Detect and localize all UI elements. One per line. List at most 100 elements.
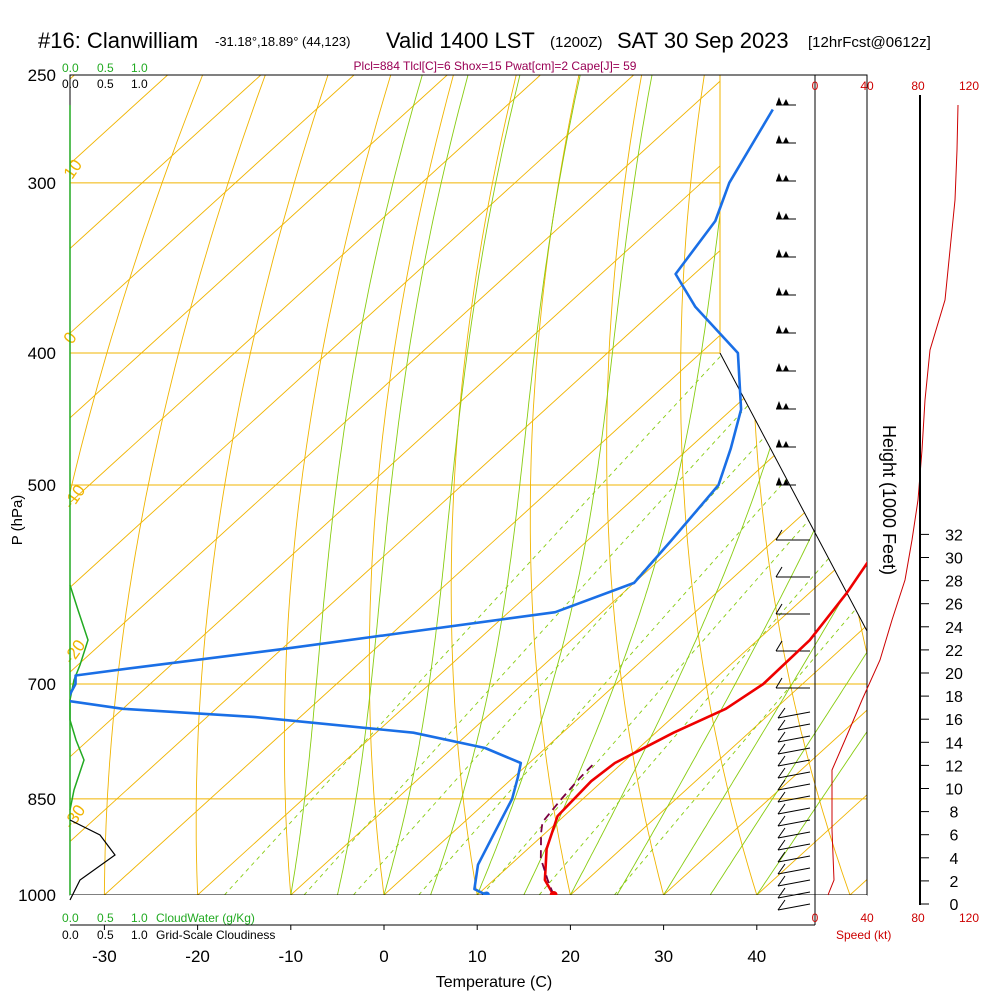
wind-barb-tick: [775, 566, 783, 578]
wind-barb: [777, 899, 811, 911]
wind-barb: [777, 875, 811, 887]
isotherm-line: [70, 75, 448, 419]
height-tick-label: 18: [945, 689, 963, 706]
wind-barb-flag: [783, 137, 789, 143]
mixing-ratio-line: [353, 352, 841, 895]
height-tick-label: 20: [945, 666, 963, 683]
wind-barb-flag: [776, 477, 782, 485]
wind-barb-tick: [777, 803, 786, 815]
wind-barb-flag: [776, 249, 782, 257]
wind-barb-tick: [775, 677, 783, 689]
wind-barb: [777, 779, 811, 791]
wind-barb-flag: [783, 365, 789, 371]
moist-adiabat: [616, 413, 867, 895]
speed-tick-bottom: 80: [911, 911, 925, 925]
wind-barb: [777, 851, 811, 863]
utc-time: (1200Z): [550, 34, 603, 51]
wind-barb: [777, 707, 811, 719]
pressure-tick-label: 500: [28, 476, 56, 495]
wind-barb-flag: [783, 251, 789, 257]
wind-barb: [775, 640, 810, 652]
moist-adiabat: [476, 75, 653, 895]
speed-tick-top: 120: [959, 79, 979, 93]
wind-barb: [777, 887, 811, 899]
wind-barb-tick: [777, 791, 786, 803]
cloudiness-tick-top: 0.5: [97, 77, 114, 91]
wind-barb: [777, 731, 811, 743]
wind-barb: [777, 827, 811, 839]
wind-barb: [775, 677, 810, 689]
cloudwater-label: CloudWater (g/Kg): [156, 911, 255, 925]
dry-adiabat: [70, 75, 204, 495]
wind-barb-flag: [776, 287, 782, 295]
wind-barb-tick: [777, 743, 786, 755]
temperature-tick-label: 40: [747, 947, 766, 966]
wind-barb: [777, 767, 811, 779]
height-tick-label: 30: [945, 551, 963, 568]
wind-barb: [776, 135, 796, 144]
wind-barb-flag: [783, 441, 789, 447]
height-tick-label: 16: [945, 712, 963, 729]
wind-barb-shaft: [777, 783, 811, 791]
wind-barb-shaft: [777, 867, 811, 875]
height-tick-label: 12: [945, 758, 963, 775]
wind-barb-tick: [775, 603, 783, 615]
temperature-tick-label: -30: [92, 947, 117, 966]
speed-tick-bottom: 40: [860, 911, 874, 925]
wind-speed-profile: [827, 104, 959, 896]
wind-barb-flag: [783, 479, 789, 485]
height-tick-label: 10: [945, 782, 963, 799]
wind-barb: [776, 401, 796, 410]
wind-barb-tick: [777, 875, 786, 887]
wind-barb-tick: [777, 707, 786, 719]
wind-barb: [777, 839, 811, 851]
wind-barb-flag: [783, 213, 789, 219]
wind-barb-tick: [777, 899, 786, 911]
wind-barb-flag: [783, 289, 789, 295]
y-axis-title: P (hPa): [9, 495, 26, 546]
wind-barb-shaft: [777, 771, 811, 779]
station-coords: -31.18°,18.89° (44,123): [215, 34, 350, 49]
wind-barb-tick: [777, 839, 786, 851]
wind-barb: [777, 803, 811, 815]
speed-tick-bottom: 0: [812, 911, 819, 925]
wind-barb-flag: [776, 363, 782, 371]
wind-barb-tick: [777, 851, 786, 863]
wind-barb-flag: [776, 401, 782, 409]
cloudwater-profile: [69, 584, 89, 811]
isotherm-line: [290, 370, 867, 895]
surface-dewpoint-marker: [483, 891, 491, 895]
wind-barb: [775, 529, 810, 541]
plot-bottom-gutter: [70, 895, 867, 925]
wind-barb: [775, 566, 810, 578]
wind-barb: [776, 439, 796, 448]
pressure-tick-label: 1000: [18, 886, 56, 905]
cloudwater-tick-top: 0.5: [97, 61, 114, 75]
wind-barb-shaft: [777, 795, 811, 803]
temperature-profile: [543, 561, 867, 895]
wind-barb: [777, 815, 811, 827]
height-tick-label: 2: [950, 874, 959, 891]
isotherm-line: [663, 709, 867, 895]
date-label: SAT 30 Sep 2023: [617, 28, 789, 53]
cloudwater-tick-bottom: 1.0: [131, 911, 148, 925]
wind-barb-shaft: [777, 711, 811, 719]
pressure-tick-label: 300: [28, 174, 56, 193]
mixing-ratio-line: [614, 595, 867, 895]
wind-barb-flag: [776, 211, 782, 219]
pressure-tick-label: 700: [28, 675, 56, 694]
isotherm-line: [70, 75, 821, 758]
temperature-tick-label: -20: [185, 947, 210, 966]
wind-barb-flag: [776, 97, 782, 105]
height-tick-label: 32: [945, 527, 963, 544]
dry-adiabat: [103, 75, 266, 895]
surface-temperature-marker: [549, 891, 558, 895]
wind-barb-flag: [776, 439, 782, 447]
sounding-profiles: [70, 108, 867, 895]
wind-barb: [775, 603, 810, 615]
wind-barb: [776, 477, 796, 486]
moist-adiabat: [430, 75, 581, 895]
height-axis-title: Height (1000 Feet): [879, 425, 899, 575]
